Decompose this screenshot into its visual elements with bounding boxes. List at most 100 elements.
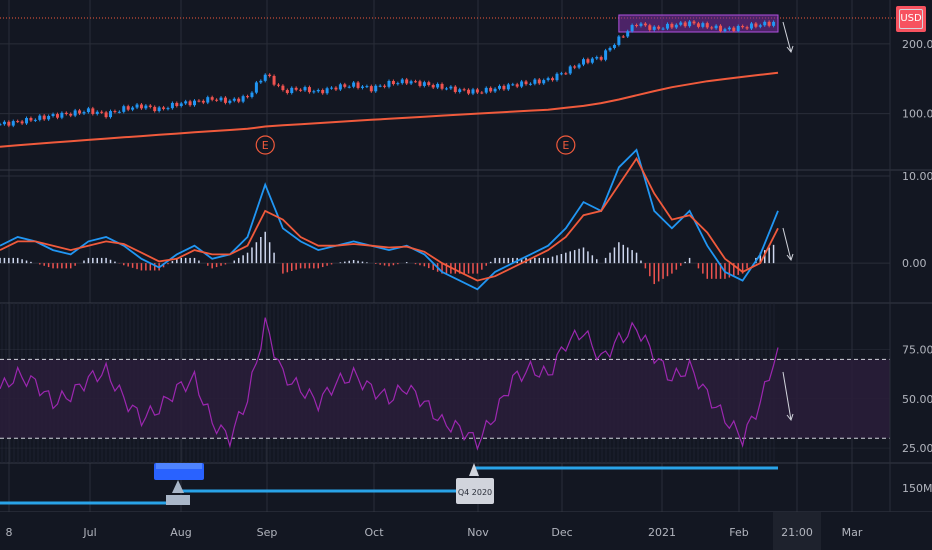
candle (674, 24, 678, 28)
macd-signal-line (0, 156, 779, 282)
candle (360, 86, 364, 88)
candle (369, 86, 373, 92)
candle (617, 36, 621, 45)
candle (741, 26, 745, 28)
candle (16, 121, 20, 123)
candle (502, 85, 506, 90)
candle (254, 82, 258, 93)
candle (86, 108, 90, 113)
candle (166, 108, 170, 110)
candle (670, 23, 674, 28)
event-flag-base (166, 495, 190, 505)
candle (135, 104, 139, 108)
candle (480, 92, 484, 94)
quarter-label: Q4 2020 (458, 488, 492, 497)
candle (334, 87, 338, 90)
volume-axis-label: 150M (902, 482, 932, 495)
candle (153, 106, 157, 112)
candle (449, 86, 453, 89)
candle (564, 73, 568, 75)
candle (303, 87, 307, 91)
x-axis-label: Dec (551, 526, 572, 539)
candle (109, 111, 113, 118)
candle (657, 26, 661, 29)
candle (515, 84, 519, 87)
moving-average-line (0, 71, 779, 148)
candle (696, 23, 700, 27)
candle (621, 36, 625, 38)
candle (387, 80, 391, 87)
candle (290, 87, 294, 93)
x-axis-label: Sep (257, 526, 278, 539)
candle (47, 115, 51, 120)
candle (33, 119, 37, 121)
candle (184, 101, 188, 104)
candle (307, 87, 311, 93)
candle (162, 107, 166, 109)
candle (661, 28, 665, 30)
rsi-projection-arrow-head (786, 413, 794, 422)
candle (533, 79, 537, 84)
rsi-pane[interactable] (0, 317, 890, 451)
candle (100, 111, 104, 113)
candle (498, 85, 502, 89)
price-axis-label: 200.00 (902, 38, 932, 51)
candle (122, 106, 126, 112)
candle (29, 118, 33, 121)
candle (436, 83, 440, 88)
candle (586, 59, 590, 63)
candle (144, 105, 148, 109)
candle (612, 44, 616, 48)
candle (228, 100, 232, 103)
candle (263, 74, 267, 81)
candle (710, 27, 714, 29)
candle (772, 21, 776, 26)
candle (418, 81, 422, 86)
rsi-band (0, 359, 890, 439)
earnings-marker (255, 135, 275, 155)
candle (325, 88, 329, 94)
candle (431, 85, 435, 88)
candle (321, 89, 325, 94)
candle (378, 85, 382, 87)
candle (219, 97, 223, 101)
candle (599, 57, 603, 60)
earnings-marker (556, 135, 576, 155)
earnings-marker-label: E (262, 139, 269, 152)
macd-pane[interactable] (0, 148, 779, 291)
candle (201, 100, 205, 103)
candle (126, 106, 130, 110)
candle (409, 81, 413, 84)
event-flag-top (156, 463, 202, 469)
candle (223, 97, 227, 103)
candle (193, 100, 196, 106)
x-axis-label: Feb (729, 526, 748, 539)
candle (414, 81, 418, 83)
candle (524, 81, 528, 85)
candle (113, 111, 117, 113)
candle (471, 89, 475, 94)
volume-level-pane[interactable]: Q4 2020 (0, 463, 778, 505)
candle (542, 80, 546, 84)
candle (719, 25, 723, 32)
candle (259, 80, 263, 83)
candle (117, 111, 121, 113)
candle (520, 81, 524, 87)
candle (250, 92, 254, 97)
candle (241, 96, 245, 102)
quarter-pointer (469, 463, 479, 476)
candle (643, 23, 647, 26)
candle (714, 25, 718, 29)
candle (179, 103, 183, 106)
candle (7, 121, 11, 126)
candle (60, 112, 64, 118)
candle (356, 82, 360, 88)
earnings-marker-label: E (562, 139, 569, 152)
currency-badge[interactable]: USD (896, 6, 926, 32)
candle (396, 83, 400, 85)
candle (467, 89, 471, 94)
candle (400, 79, 404, 84)
